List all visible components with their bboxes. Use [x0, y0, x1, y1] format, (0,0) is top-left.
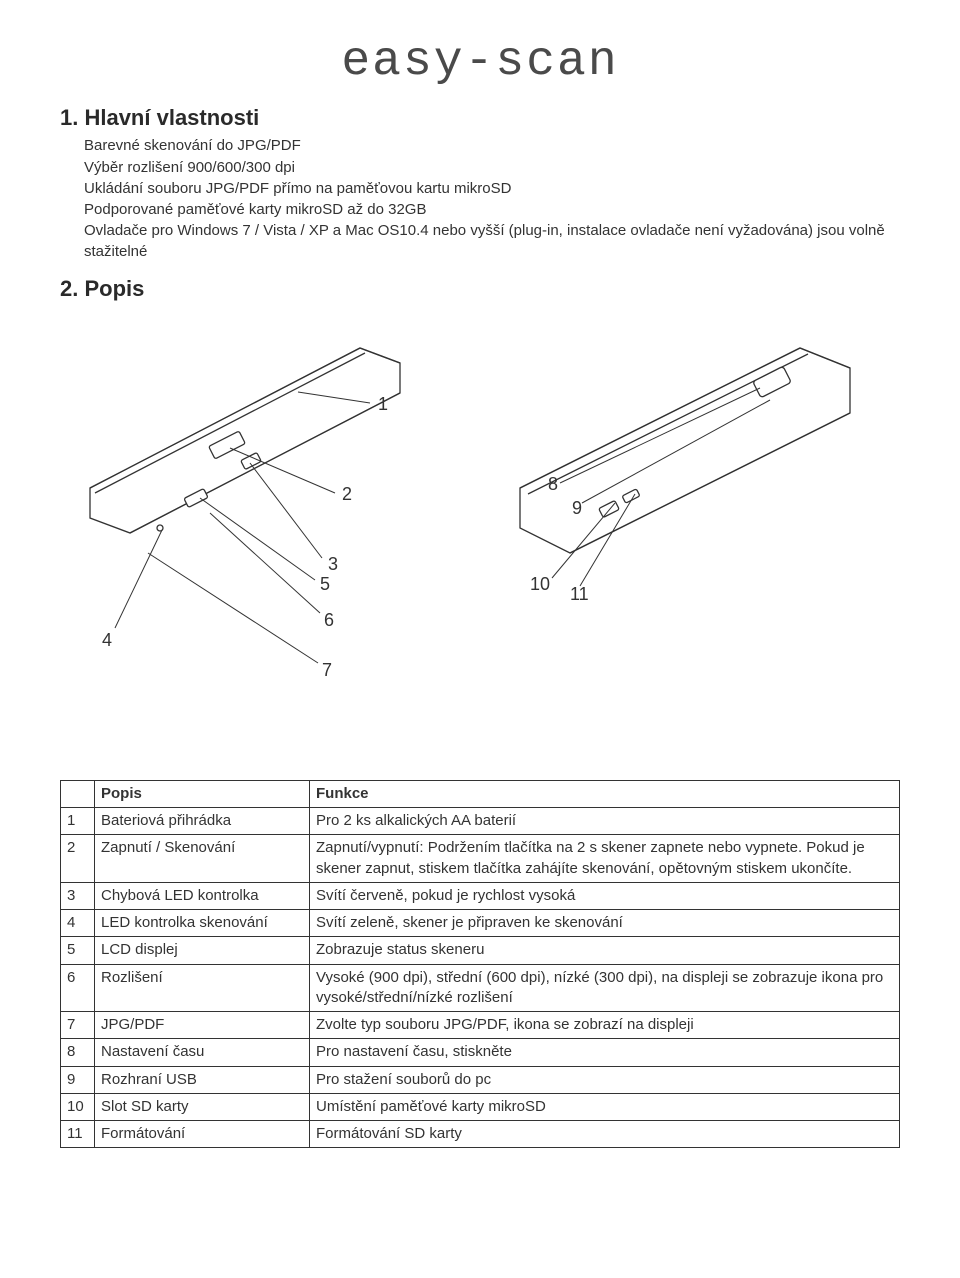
table-row: 6 Rozlišení Vysoké (900 dpi), střední (6… — [61, 964, 900, 1012]
cell-popis: Chybová LED kontrolka — [95, 882, 310, 909]
col-num — [61, 780, 95, 807]
table-row: 1 Bateriová přihrádka Pro 2 ks alkalický… — [61, 808, 900, 835]
table-row: 10 Slot SD karty Umístění paměťové karty… — [61, 1093, 900, 1120]
cell-num: 11 — [61, 1121, 95, 1148]
table-row: 5 LCD displej Zobrazuje status skeneru — [61, 937, 900, 964]
cell-num: 6 — [61, 964, 95, 1012]
cell-popis: Slot SD karty — [95, 1093, 310, 1120]
cell-num: 1 — [61, 808, 95, 835]
feature-item: Podporované paměťové karty mikroSD až do… — [84, 200, 900, 220]
feature-item: Výběr rozlišení 900/600/300 dpi — [84, 158, 900, 178]
table-row: 3 Chybová LED kontrolka Svítí červeně, p… — [61, 882, 900, 909]
callout-7: 7 — [322, 660, 332, 680]
cell-funkce: Vysoké (900 dpi), střední (600 dpi), níz… — [310, 964, 900, 1012]
cell-popis: Bateriová přihrádka — [95, 808, 310, 835]
cell-funkce: Svítí červeně, pokud je rychlost vysoká — [310, 882, 900, 909]
cell-num: 10 — [61, 1093, 95, 1120]
cell-num: 5 — [61, 937, 95, 964]
callout-2: 2 — [342, 484, 352, 504]
table-row: 11 Formátování Formátování SD karty — [61, 1121, 900, 1148]
cell-num: 7 — [61, 1012, 95, 1039]
section2-heading: 2. Popis — [60, 274, 900, 304]
callout-3: 3 — [328, 554, 338, 574]
cell-funkce: Zapnutí/vypnutí: Podržením tlačítka na 2… — [310, 835, 900, 883]
table-row: 9 Rozhraní USB Pro stažení souborů do pc — [61, 1066, 900, 1093]
cell-funkce: Pro nastavení času, stiskněte — [310, 1039, 900, 1066]
cell-num: 9 — [61, 1066, 95, 1093]
callout-1: 1 — [378, 394, 388, 414]
cell-popis: LCD displej — [95, 937, 310, 964]
feature-item: Barevné skenování do JPG/PDF — [84, 136, 900, 156]
section1-heading: 1. Hlavní vlastnosti — [60, 103, 900, 133]
callout-10: 10 — [530, 574, 550, 594]
callout-9: 9 — [572, 498, 582, 518]
table-row: 2 Zapnutí / Skenování Zapnutí/vypnutí: P… — [61, 835, 900, 883]
cell-funkce: Pro stažení souborů do pc — [310, 1066, 900, 1093]
cell-num: 4 — [61, 910, 95, 937]
callout-8: 8 — [548, 474, 558, 494]
cell-num: 2 — [61, 835, 95, 883]
cell-popis: Rozhraní USB — [95, 1066, 310, 1093]
feature-item: Ukládání souboru JPG/PDF přímo na paměťo… — [84, 179, 900, 199]
cell-funkce: Formátování SD karty — [310, 1121, 900, 1148]
feature-item: Ovladače pro Windows 7 / Vista / XP a Ma… — [84, 221, 900, 262]
cell-funkce: Svítí zeleně, skener je připraven ke ske… — [310, 910, 900, 937]
callout-6: 6 — [324, 610, 334, 630]
callout-11: 11 — [570, 584, 589, 604]
feature-list: Barevné skenování do JPG/PDF Výběr rozli… — [60, 136, 900, 262]
cell-funkce: Umístění paměťové karty mikroSD — [310, 1093, 900, 1120]
table-row: 8 Nastavení času Pro nastavení času, sti… — [61, 1039, 900, 1066]
col-funkce: Funkce — [310, 780, 900, 807]
cell-funkce: Pro 2 ks alkalických AA baterií — [310, 808, 900, 835]
cell-popis: Rozlišení — [95, 964, 310, 1012]
table-row: 7 JPG/PDF Zvolte typ souboru JPG/PDF, ik… — [61, 1012, 900, 1039]
cell-popis: Zapnutí / Skenování — [95, 835, 310, 883]
col-popis: Popis — [95, 780, 310, 807]
cell-funkce: Zvolte typ souboru JPG/PDF, ikona se zob… — [310, 1012, 900, 1039]
cell-popis: Formátování — [95, 1121, 310, 1148]
cell-funkce: Zobrazuje status skeneru — [310, 937, 900, 964]
cell-num: 8 — [61, 1039, 95, 1066]
cell-popis: Nastavení času — [95, 1039, 310, 1066]
popis-table: Popis Funkce 1 Bateriová přihrádka Pro 2… — [60, 780, 900, 1149]
cell-num: 3 — [61, 882, 95, 909]
cell-popis: LED kontrolka skenování — [95, 910, 310, 937]
scanner-diagram: 1 2 3 4 5 6 7 8 9 10 11 — [60, 318, 900, 758]
callout-5: 5 — [320, 574, 330, 594]
table-header-row: Popis Funkce — [61, 780, 900, 807]
brand-logo: easy-scan — [60, 30, 900, 95]
table-row: 4 LED kontrolka skenování Svítí zeleně, … — [61, 910, 900, 937]
cell-popis: JPG/PDF — [95, 1012, 310, 1039]
callout-4: 4 — [102, 630, 112, 650]
